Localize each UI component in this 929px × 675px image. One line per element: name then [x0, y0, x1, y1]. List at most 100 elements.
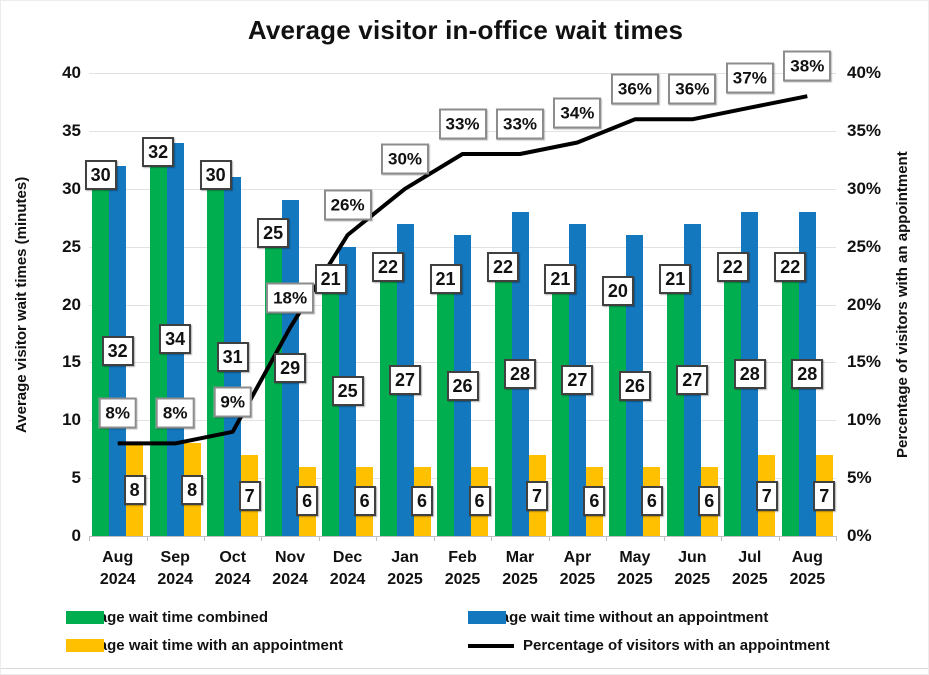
month-label-year: 2024 [272, 571, 308, 588]
month-label: Nov 2024 [272, 547, 308, 591]
bar-value-label: 6 [583, 486, 606, 517]
legend-item-bar-without-appointment: Average wait time without an appointment [468, 609, 768, 626]
x-axis-tick [146, 536, 148, 541]
month-label-year: 2024 [99, 571, 136, 588]
line-value-label: 26% [323, 189, 372, 221]
y-axis-tick-label-right: 15% [847, 352, 882, 372]
bar-value-label: 32 [142, 136, 175, 167]
bar-combined [379, 281, 397, 536]
month-label-month: Jun [678, 549, 707, 566]
y-axis-tick-label-right: 25% [847, 236, 882, 256]
bar-value-label: 6 [353, 486, 376, 517]
bar-value-label: 21 [659, 263, 692, 294]
month-label: Oct 2024 [215, 547, 251, 591]
legend-item-bar-combined: Average wait time combined [66, 609, 268, 626]
month-label-month: Jul [738, 549, 762, 566]
bar-swatch-icon [468, 611, 506, 624]
bar-value-label: 7 [525, 480, 549, 511]
bar-value-label: 22 [486, 252, 520, 283]
month-label-month: Apr [563, 549, 592, 566]
bar-value-label: 31 [216, 341, 249, 372]
y-axis-tick-label-left: 0 [71, 526, 81, 545]
x-axis-tick [376, 536, 378, 541]
month-label-month: Dec [332, 549, 363, 566]
bar-value-label: 34 [159, 324, 192, 355]
line-value-label: 37% [725, 62, 774, 94]
line-value-label: 8% [155, 397, 195, 429]
y-axis-tick-label-right: 40% [847, 63, 882, 82]
bar-combined [724, 281, 742, 536]
legend-item-percentage: Percentage of visitors with an appointme… [468, 637, 830, 654]
bar-combined [781, 281, 799, 536]
bar-combined [494, 281, 512, 536]
bar-value-label: 32 [101, 335, 134, 366]
month-label-month: Aug [791, 549, 823, 566]
bar-value-label: 20 [601, 275, 634, 306]
line-value-label: 33% [495, 108, 545, 140]
y-axis-tick-label-left: 30 [62, 178, 81, 198]
bar-value-label: 6 [698, 486, 721, 517]
bar-value-label: 26 [446, 370, 479, 401]
line-value-label: 36% [668, 73, 717, 105]
bar-value-label: 8 [181, 474, 204, 505]
month-label-year: 2025 [617, 571, 653, 588]
bar-value-label: 28 [733, 358, 766, 389]
bar-value-label: 25 [257, 217, 290, 248]
month-label-month: Oct [219, 549, 247, 566]
y-axis-tick-label-right: 30% [847, 178, 882, 198]
y-axis-tick-label-left: 15 [62, 352, 81, 372]
month-label-year: 2024 [329, 571, 366, 588]
month-label: Mar 2025 [502, 547, 538, 591]
month-label-month: Nov [274, 549, 306, 566]
line-value-label: 33% [438, 108, 487, 140]
y-axis-tick-label-left: 25 [62, 236, 81, 256]
bar-value-label: 6 [640, 486, 663, 517]
x-axis-tick [433, 536, 435, 541]
month-label-month: Mar [505, 549, 535, 566]
bar-value-label: 27 [561, 364, 594, 395]
bar-combined [551, 292, 569, 536]
legend-label: Percentage of visitors with an appointme… [523, 637, 830, 654]
bar-combined [609, 304, 627, 536]
legend-label: Average wait time combined [66, 609, 269, 626]
y-axis-tick-label-left: 20 [62, 294, 81, 314]
bar-value-label: 21 [544, 263, 577, 294]
month-label-month: Jan [391, 549, 419, 566]
month-label-month: Sep [160, 549, 190, 566]
bar-value-label: 22 [371, 252, 405, 283]
legend-label: Average wait time without an appointment [468, 609, 769, 626]
bar-value-label: 28 [503, 358, 537, 389]
right-axis-title: Percentage of visitors with an appointme… [894, 151, 911, 458]
line-value-label: 34% [553, 97, 602, 128]
y-axis-tick-label-right: 5% [847, 468, 872, 488]
month-label: May 2025 [617, 547, 653, 591]
y-axis-tick-label-right: 35% [847, 120, 882, 140]
month-label-year: 2025 [444, 571, 481, 588]
month-label-year: 2025 [674, 571, 711, 588]
month-label-year: 2025 [502, 571, 538, 588]
line-value-label: 30% [380, 143, 430, 175]
x-axis-tick [89, 536, 90, 541]
bar-value-label: 6 [296, 486, 319, 517]
line-value-label: 38% [783, 50, 832, 82]
x-axis-tick [548, 536, 550, 541]
y-axis-tick-label-left: 35 [62, 120, 81, 140]
month-label-month: Feb [448, 549, 477, 566]
bar-value-label: 30 [199, 159, 232, 190]
bar-swatch-icon [66, 611, 104, 624]
month-label-year: 2024 [157, 571, 193, 588]
y-axis-tick-label-right: 0% [847, 526, 872, 545]
month-label: Jul 2025 [732, 547, 768, 591]
chart-title: Average visitor in-office wait times [247, 15, 684, 45]
month-label-month: Aug [102, 549, 134, 566]
month-label: Aug 2024 [100, 547, 136, 591]
y-axis-tick-label-left: 5 [71, 468, 81, 488]
legend-item-bar-with-appointment: Average wait time with an appointment [66, 637, 343, 654]
bar-value-label: 7 [755, 480, 778, 511]
bar-value-label: 25 [331, 376, 364, 407]
line-value-label: 8% [98, 397, 137, 429]
x-axis-tick [491, 536, 493, 541]
x-axis-tick [721, 536, 723, 541]
bar-value-label: 28 [791, 358, 824, 389]
